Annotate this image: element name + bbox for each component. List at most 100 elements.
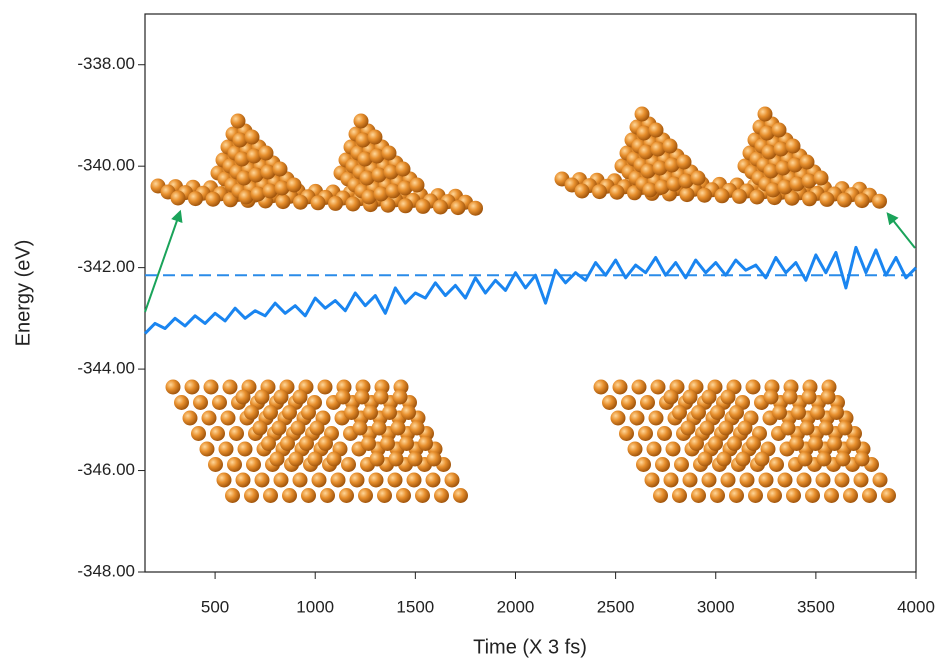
atom: [754, 451, 770, 467]
atom: [785, 138, 801, 154]
atom: [237, 441, 253, 457]
plot-frame: [144, 13, 917, 573]
atom: [199, 441, 215, 457]
atom: [763, 163, 779, 179]
x-tick-label: 1000: [296, 597, 334, 616]
atom: [407, 451, 423, 467]
atom: [426, 451, 442, 467]
atom: [837, 192, 852, 208]
atom: [339, 488, 354, 503]
atom: [640, 395, 655, 410]
atom: [697, 451, 713, 467]
atom: [286, 177, 302, 193]
atom: [650, 141, 666, 157]
atom: [881, 488, 896, 503]
atom: [769, 457, 784, 472]
atom: [468, 200, 483, 216]
atom: [212, 395, 227, 410]
x-tick-label: 2000: [497, 597, 535, 616]
atom: [246, 148, 262, 164]
atomic-structures: [150, 106, 896, 503]
atom: [682, 472, 698, 488]
atom: [718, 420, 734, 436]
atom: [627, 441, 643, 457]
y-tick-label: -348.00: [77, 561, 135, 580]
atom: [269, 451, 285, 467]
atom: [720, 472, 736, 488]
atom: [657, 426, 672, 441]
atom: [244, 488, 259, 503]
atom: [609, 184, 625, 200]
atom: [664, 157, 680, 173]
atom: [380, 197, 396, 213]
atom: [663, 389, 679, 405]
atom: [824, 488, 839, 503]
atom: [827, 436, 842, 451]
atom: [382, 405, 397, 420]
atom: [220, 410, 236, 426]
atom: [619, 426, 634, 441]
y-axis-label: Energy (eV): [12, 240, 34, 347]
atom: [261, 436, 276, 451]
atom: [311, 472, 327, 488]
atom: [280, 436, 295, 451]
atom: [193, 395, 208, 410]
atom: [708, 436, 723, 451]
atom: [272, 161, 288, 177]
atom: [271, 420, 287, 436]
atom: [727, 436, 742, 451]
atom: [631, 379, 647, 395]
atom: [369, 451, 385, 467]
atom: [682, 389, 698, 405]
y-tick-label: -338.00: [77, 54, 135, 73]
atom: [401, 405, 416, 420]
atom: [165, 379, 181, 395]
atom: [218, 441, 234, 457]
atom: [853, 472, 869, 488]
x-tick-label: 500: [201, 597, 229, 616]
atom: [797, 451, 813, 467]
atom: [290, 420, 306, 436]
atom: [846, 436, 861, 451]
atom: [254, 389, 270, 405]
atom: [390, 420, 406, 436]
atom: [383, 164, 399, 180]
atom: [834, 472, 850, 488]
atom: [174, 395, 189, 410]
atom: [640, 163, 656, 179]
atom: [368, 472, 384, 488]
atom: [666, 176, 682, 192]
atom: [679, 187, 695, 203]
y-tick-label: -340.00: [77, 156, 135, 175]
atom: [644, 472, 660, 488]
atom: [232, 132, 248, 148]
atom: [359, 170, 375, 186]
atom: [301, 405, 316, 420]
atom: [318, 436, 333, 451]
atom: [353, 113, 369, 129]
atom: [273, 472, 289, 488]
atom: [317, 379, 333, 395]
atom: [786, 488, 801, 503]
atom: [636, 457, 651, 472]
atom: [309, 420, 325, 436]
atom: [310, 195, 326, 211]
atom: [638, 426, 653, 441]
atom: [328, 195, 343, 211]
atom: [367, 129, 383, 145]
atom: [415, 198, 431, 214]
atom: [652, 160, 668, 176]
atom: [655, 457, 670, 472]
atom: [330, 472, 346, 488]
atom: [406, 472, 422, 488]
atom: [361, 436, 376, 451]
atom: [757, 106, 773, 122]
atom: [729, 488, 744, 503]
atom: [653, 488, 668, 503]
atom: [377, 488, 392, 503]
atom: [837, 420, 853, 436]
atom: [777, 472, 793, 488]
atom: [729, 405, 744, 420]
atom: [737, 420, 753, 436]
